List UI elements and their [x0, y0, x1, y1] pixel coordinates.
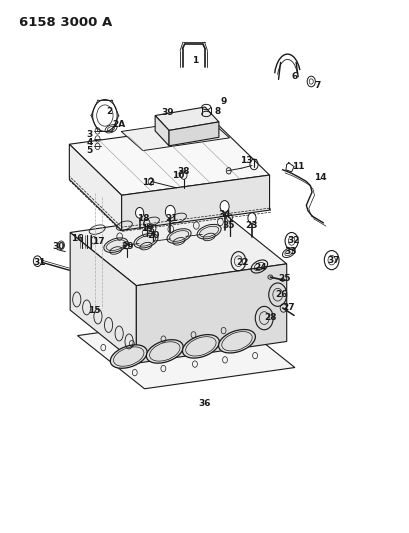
Ellipse shape: [110, 345, 147, 368]
Text: 22: 22: [236, 258, 248, 266]
Ellipse shape: [182, 335, 219, 358]
Text: 19: 19: [141, 224, 154, 233]
Polygon shape: [69, 124, 269, 195]
Text: 25: 25: [278, 274, 290, 283]
Text: 6: 6: [291, 71, 297, 80]
Text: 7: 7: [313, 81, 320, 90]
Ellipse shape: [103, 238, 128, 253]
Polygon shape: [121, 119, 229, 151]
Text: 11: 11: [291, 162, 303, 171]
Text: 31: 31: [33, 258, 46, 266]
Text: 24: 24: [253, 263, 266, 272]
Text: 28: 28: [263, 312, 276, 321]
Text: 8: 8: [213, 107, 220, 116]
Text: 21: 21: [165, 214, 178, 223]
Text: 16: 16: [71, 235, 83, 244]
Circle shape: [220, 200, 229, 212]
Polygon shape: [70, 232, 136, 364]
Text: 2: 2: [106, 107, 112, 116]
Text: 34: 34: [218, 210, 230, 219]
Text: 29: 29: [121, 242, 133, 251]
Text: 32: 32: [287, 237, 300, 246]
Text: 13: 13: [239, 156, 252, 165]
Text: 26: 26: [275, 289, 288, 298]
Polygon shape: [77, 314, 294, 389]
Text: 35: 35: [222, 221, 234, 230]
Text: 3: 3: [86, 130, 93, 139]
Polygon shape: [169, 122, 218, 146]
Circle shape: [33, 256, 41, 266]
Text: 20: 20: [147, 231, 160, 240]
Text: 38: 38: [177, 167, 189, 176]
Polygon shape: [155, 116, 169, 146]
Polygon shape: [136, 264, 286, 364]
Polygon shape: [70, 211, 286, 286]
Text: 14: 14: [313, 173, 326, 182]
Text: 39: 39: [161, 108, 173, 117]
Polygon shape: [69, 144, 121, 230]
Text: 10: 10: [172, 171, 184, 180]
Circle shape: [247, 213, 256, 223]
Ellipse shape: [146, 340, 183, 363]
Text: 5: 5: [86, 146, 93, 155]
Ellipse shape: [134, 233, 157, 248]
Text: 15: 15: [88, 305, 100, 314]
Circle shape: [135, 207, 144, 218]
Text: 17: 17: [92, 237, 105, 246]
Text: 18: 18: [136, 214, 149, 223]
Text: 37: 37: [327, 256, 339, 264]
Text: 6158 3000 A: 6158 3000 A: [19, 15, 112, 29]
Ellipse shape: [197, 224, 220, 239]
Text: 27: 27: [282, 303, 294, 312]
Polygon shape: [121, 175, 269, 230]
Text: 33: 33: [284, 247, 297, 256]
Text: 30: 30: [52, 242, 65, 251]
Text: 23: 23: [245, 221, 258, 230]
Ellipse shape: [218, 329, 255, 353]
Text: 9: 9: [220, 97, 226, 106]
Text: 1: 1: [191, 56, 198, 64]
Circle shape: [306, 76, 315, 87]
Text: 36: 36: [198, 399, 210, 408]
Polygon shape: [155, 107, 218, 131]
Text: 12: 12: [142, 178, 155, 187]
Circle shape: [165, 205, 175, 218]
Text: 2A: 2A: [112, 119, 126, 128]
Text: 4: 4: [86, 138, 93, 147]
Ellipse shape: [166, 229, 191, 243]
